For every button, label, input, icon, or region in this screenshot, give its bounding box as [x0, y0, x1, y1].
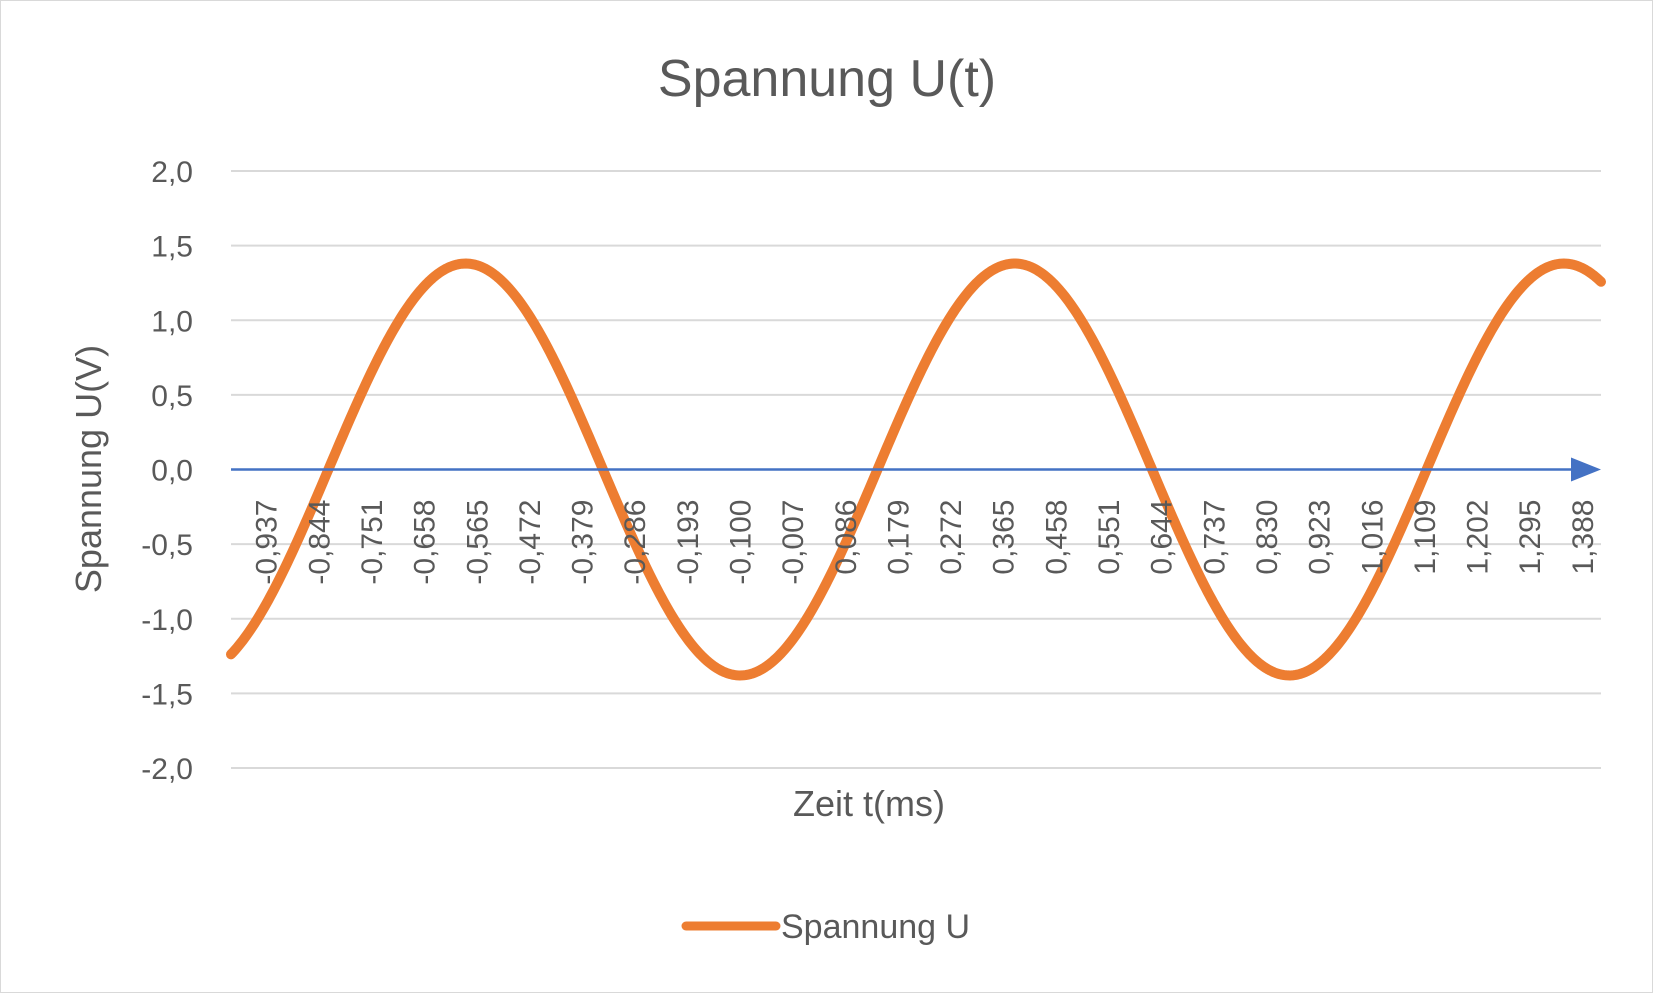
x-axis-title: Zeit t(ms)	[793, 783, 945, 824]
x-tick-label: 0,830	[1251, 500, 1284, 575]
x-tick-label: -0,100	[725, 500, 758, 585]
x-tick-label: -0,286	[619, 500, 652, 585]
y-tick-label: -2,0	[141, 753, 193, 786]
series-layer	[226, 258, 1606, 681]
x-tick-label: 1,109	[1409, 500, 1442, 575]
x-tick-label: 1,202	[1462, 500, 1495, 575]
x-tick-label: 0,179	[883, 500, 916, 575]
x-tick-label: -0,844	[303, 500, 336, 585]
x-tick-label: 0,923	[1304, 500, 1337, 575]
x-tick-label: 1,016	[1356, 500, 1389, 575]
x-tick-label: 0,365	[988, 500, 1021, 575]
legend-label: Spannung U	[781, 908, 970, 946]
x-tick-label: 0,086	[830, 500, 863, 575]
x-axis-ticks: -0,937 -0,844 -0,751 -0,658 -0,565 -0,472 -0,3…	[251, 500, 1600, 585]
grid-lines	[231, 170, 1601, 769]
y-tick-label: 1,5	[151, 231, 193, 264]
y-tick-label: -1,5	[141, 678, 193, 711]
y-axis-title: Spannung U(V)	[68, 345, 109, 593]
y-tick-label: 0,5	[151, 380, 193, 413]
x-tick-label: 1,388	[1567, 500, 1600, 575]
x-tick-label: 0,644	[1146, 500, 1179, 575]
y-tick-label: -1,0	[141, 604, 193, 637]
legend: Spannung U	[681, 908, 970, 946]
x-tick-label: -0,937	[251, 500, 284, 585]
x-tick-label: 0,272	[935, 500, 968, 575]
x-tick-label: -0,472	[514, 500, 547, 585]
x-tick-label: 1,295	[1514, 500, 1547, 575]
x-tick-label: 0,551	[1093, 500, 1126, 575]
x-tick-label: -0,007	[777, 500, 810, 585]
x-tick-label: 0,737	[1198, 500, 1231, 575]
y-tick-label: 2,0	[151, 156, 193, 189]
x-tick-label: -0,193	[672, 500, 705, 585]
y-tick-label: 0,0	[151, 455, 193, 488]
x-tick-label: -0,658	[409, 500, 442, 585]
chart-title: Spannung U(t)	[658, 50, 996, 108]
y-tick-label: 1,0	[151, 305, 193, 338]
x-tick-label: -0,379	[567, 500, 600, 585]
x-tick-label: -0,565	[461, 500, 494, 585]
series-line-spannung-u	[226, 258, 1606, 681]
x-axis-line	[231, 457, 1601, 482]
x-axis-arrow-icon	[1571, 457, 1601, 482]
y-axis-ticks: 2,0 1,5 1,0 0,5 0,0 -0,5 -1,0 -1,5 -2,0	[141, 156, 193, 786]
x-tick-label: 0,458	[1040, 500, 1073, 575]
x-tick-label: -0,751	[356, 500, 389, 585]
y-tick-label: -0,5	[141, 529, 193, 562]
